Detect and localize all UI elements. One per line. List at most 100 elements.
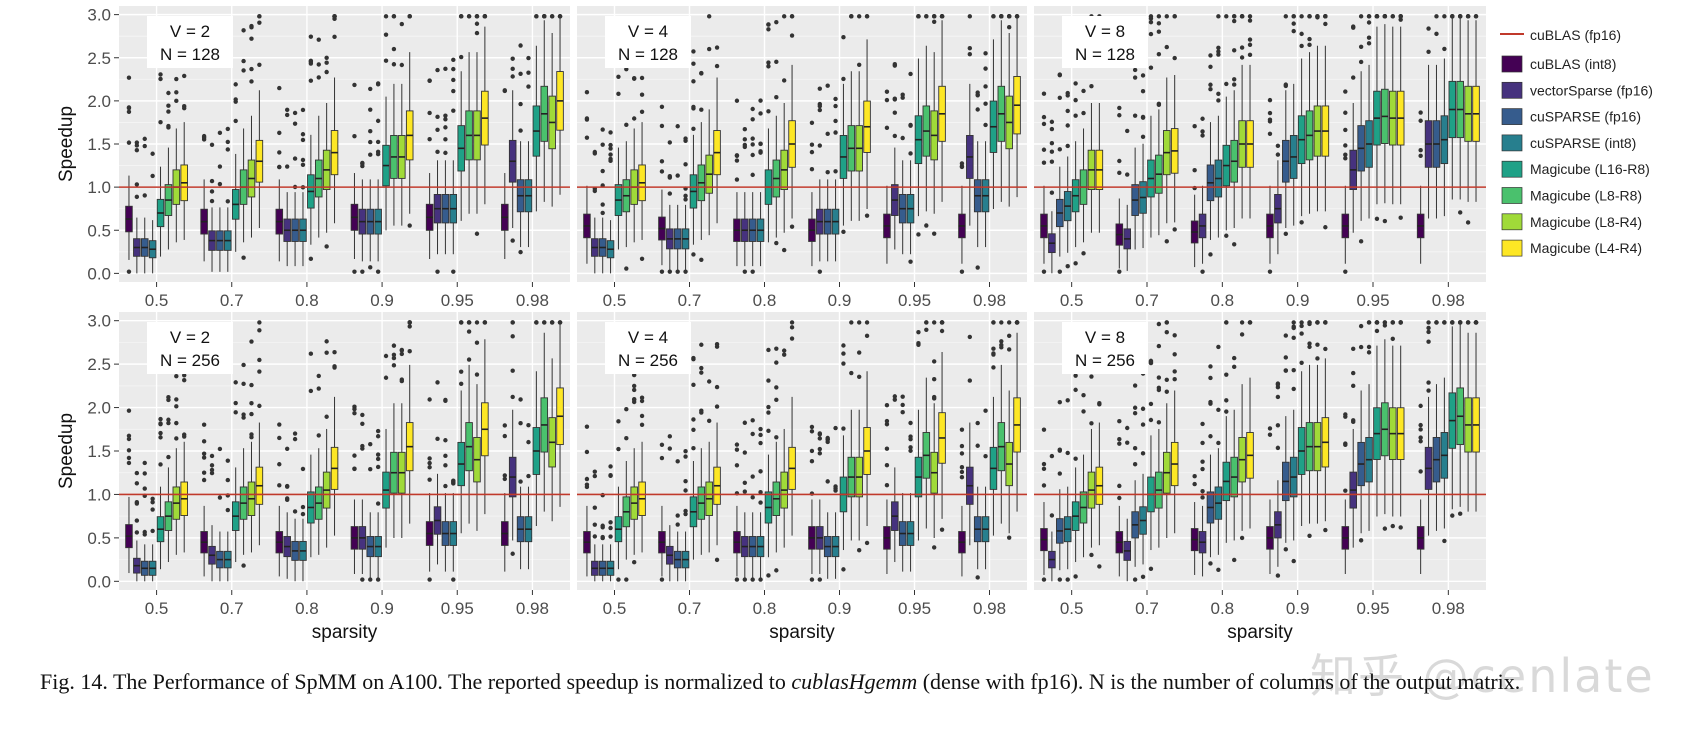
outlier-point bbox=[766, 428, 771, 434]
outlier-point bbox=[332, 16, 337, 22]
outlier-point bbox=[683, 162, 688, 167]
outlier-point bbox=[1089, 374, 1094, 379]
facet-label-n: N = 128 bbox=[618, 45, 678, 64]
outlier-point bbox=[833, 96, 838, 102]
outlier-point bbox=[383, 375, 389, 380]
x-tick-label: 0.9 bbox=[828, 291, 852, 310]
outlier-point bbox=[427, 577, 432, 582]
x-axis-title: sparsity bbox=[312, 622, 378, 643]
outlier-point bbox=[391, 352, 397, 357]
outlier-point bbox=[257, 357, 262, 363]
outlier-point bbox=[1148, 359, 1154, 364]
outlier-point bbox=[1343, 488, 1348, 493]
outlier-point bbox=[584, 90, 590, 95]
outlier-point bbox=[407, 320, 412, 325]
outlier-point bbox=[1358, 344, 1364, 350]
y-tick-label: 3.0 bbox=[87, 6, 111, 25]
outlier-point bbox=[300, 137, 306, 143]
outlier-point bbox=[1073, 373, 1078, 378]
outlier-point bbox=[249, 382, 254, 388]
outlier-point bbox=[892, 394, 898, 399]
x-tick-label: 0.5 bbox=[1060, 599, 1084, 618]
outlier-point bbox=[1148, 19, 1154, 25]
x-tick-label: 0.95 bbox=[898, 291, 931, 310]
outlier-point bbox=[758, 426, 763, 432]
outlier-point bbox=[1117, 495, 1122, 501]
outlier-point bbox=[1283, 333, 1289, 338]
outlier-point bbox=[249, 79, 254, 84]
outlier-point bbox=[1117, 483, 1122, 489]
outlier-point bbox=[1283, 355, 1289, 360]
outlier-point bbox=[1426, 26, 1431, 31]
outlier-point bbox=[292, 110, 298, 116]
outlier-point bbox=[217, 164, 223, 169]
outlier-point bbox=[975, 575, 980, 580]
outlier-point bbox=[1239, 535, 1245, 541]
outlier-point bbox=[758, 432, 763, 438]
outlier-point bbox=[742, 127, 748, 132]
outlier-point bbox=[1418, 469, 1423, 474]
outlier-point bbox=[817, 446, 823, 452]
outlier-point bbox=[1224, 81, 1229, 87]
outlier-point bbox=[308, 351, 314, 356]
outlier-point bbox=[631, 76, 637, 81]
outlier-point bbox=[466, 320, 472, 325]
outlier-point bbox=[908, 123, 913, 128]
outlier-point bbox=[734, 577, 740, 582]
x-tick-label: 0.7 bbox=[678, 599, 702, 618]
outlier-point bbox=[1117, 437, 1122, 442]
outlier-point bbox=[766, 64, 771, 69]
outlier-point bbox=[1200, 421, 1205, 427]
legend-label: vectorSparse (fp16) bbox=[1530, 82, 1653, 98]
outlier-point bbox=[1140, 451, 1146, 456]
outlier-point bbox=[983, 51, 988, 56]
outlier-point bbox=[699, 370, 704, 375]
y-axis-title: Speedup bbox=[56, 106, 77, 182]
outlier-point bbox=[324, 60, 329, 65]
outlier-point bbox=[916, 14, 921, 19]
outlier-point bbox=[916, 329, 921, 335]
outlier-point bbox=[209, 467, 215, 473]
outlier-point bbox=[300, 511, 306, 517]
legend-label: cuSPARSE (fp16) bbox=[1530, 109, 1641, 125]
outlier-point bbox=[526, 473, 531, 479]
outlier-point bbox=[608, 464, 613, 469]
outlier-point bbox=[126, 109, 132, 115]
legend-label: cuBLAS (int8) bbox=[1530, 56, 1616, 72]
outlier-point bbox=[908, 445, 913, 450]
outlier-point bbox=[1426, 388, 1431, 393]
outlier-point bbox=[300, 157, 306, 163]
outlier-point bbox=[241, 255, 246, 260]
outlier-point bbox=[308, 58, 314, 64]
outlier-point bbox=[1172, 55, 1177, 61]
outlier-point bbox=[510, 74, 515, 79]
outlier-point bbox=[624, 436, 629, 441]
outlier-point bbox=[458, 54, 464, 60]
outlier-point bbox=[750, 142, 755, 147]
outlier-point bbox=[983, 66, 988, 71]
outlier-point bbox=[443, 483, 448, 489]
outlier-point bbox=[967, 334, 973, 340]
outlier-point bbox=[375, 269, 381, 274]
outlier-point bbox=[714, 342, 720, 347]
outlier-point bbox=[549, 320, 555, 325]
outlier-point bbox=[518, 101, 523, 107]
outlier-point bbox=[1351, 383, 1356, 389]
outlier-point bbox=[683, 193, 688, 199]
outlier-point bbox=[1275, 445, 1281, 451]
outlier-point bbox=[856, 548, 862, 553]
outlier-point bbox=[474, 14, 480, 19]
outlier-point bbox=[1200, 459, 1205, 464]
outlier-point bbox=[142, 471, 147, 476]
outlier-point bbox=[427, 460, 432, 466]
outlier-point bbox=[1117, 419, 1122, 424]
outlier-point bbox=[1117, 269, 1122, 274]
outlier-point bbox=[1049, 119, 1055, 125]
facet-label-v: V = 8 bbox=[1085, 328, 1125, 347]
outlier-point bbox=[975, 420, 980, 426]
outlier-point bbox=[608, 472, 613, 478]
outlier-point bbox=[983, 122, 988, 128]
outlier-point bbox=[142, 143, 147, 149]
outlier-point bbox=[864, 320, 870, 325]
outlier-point bbox=[1283, 14, 1289, 19]
